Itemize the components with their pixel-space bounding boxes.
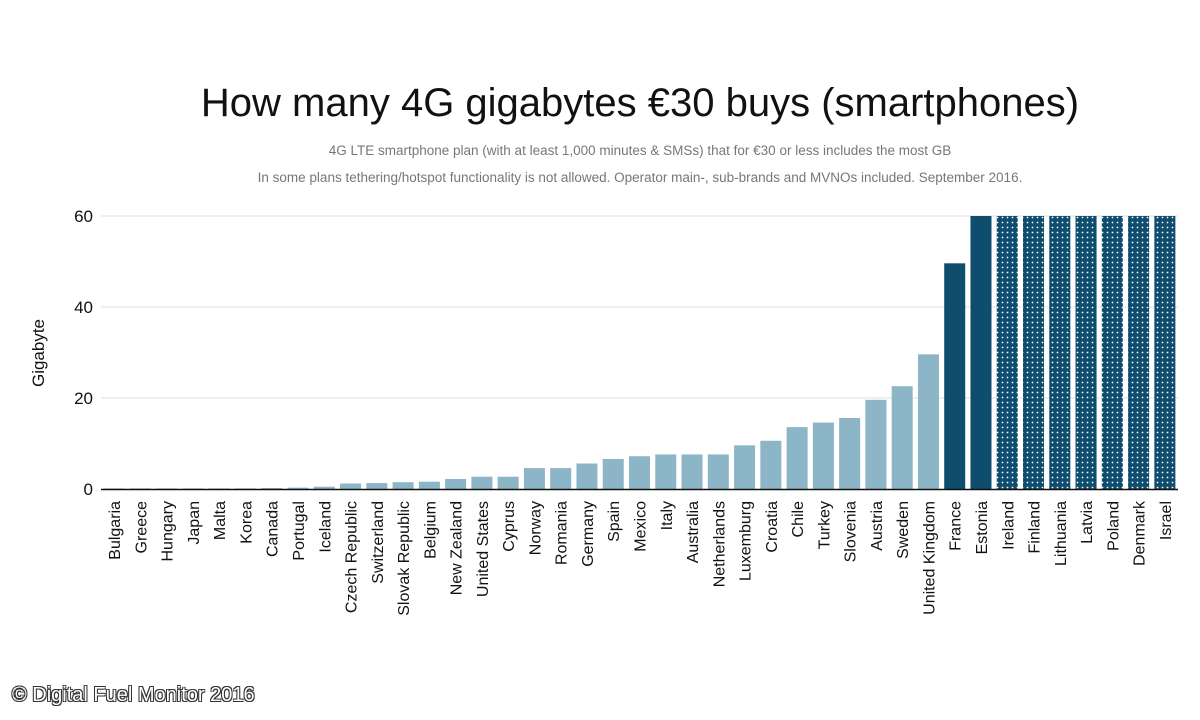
y-tick-label: 0	[84, 480, 93, 499]
x-tick-label: Latvia	[1079, 501, 1096, 544]
y-axis-label: Gigabyte	[29, 319, 48, 387]
bar-korea	[234, 488, 256, 489]
x-tick-label: Norway	[527, 501, 544, 555]
x-tick-label: Netherlands	[711, 501, 728, 587]
x-tick-label: Canada	[265, 501, 282, 557]
x-tick-label: Cyprus	[501, 501, 518, 552]
bar-slovenia	[839, 418, 861, 489]
x-tick-label: Slovenia	[843, 501, 860, 562]
bar-switzerland	[366, 483, 388, 489]
bar-estonia	[970, 216, 992, 489]
bar-ireland	[996, 216, 1018, 489]
x-tick-label: Austria	[869, 501, 886, 551]
chart-subtitle-line-2: In some plans tethering/hotspot function…	[258, 170, 1023, 185]
bar-turkey	[812, 422, 834, 489]
bar-new-zealand	[445, 478, 467, 489]
x-tick-label: Germany	[580, 501, 597, 567]
bar-cyprus	[497, 476, 519, 489]
bar-hungary	[156, 488, 178, 489]
x-tick-label: Hungary	[160, 501, 177, 561]
x-tick-label: Estonia	[974, 501, 991, 554]
bar-belgium	[418, 481, 440, 489]
x-tick-label: Denmark	[1132, 500, 1149, 566]
bar-sweden	[891, 386, 913, 489]
bar-lithuania	[1049, 216, 1071, 489]
bar-slovak-republic	[392, 482, 414, 489]
x-tick-label: Sweden	[895, 501, 912, 559]
x-tick-label: Korea	[238, 501, 255, 544]
x-tick-label: Italy	[659, 501, 676, 530]
x-tick-label: Finland	[1027, 501, 1044, 553]
bar-bulgaria	[103, 488, 125, 489]
x-tick-label: Ireland	[1000, 501, 1017, 550]
y-tick-label: 60	[74, 207, 93, 226]
bar-united-kingdom	[917, 354, 939, 489]
x-tick-label: Switzerland	[370, 501, 387, 584]
x-tick-label: Israel	[1158, 501, 1175, 540]
bar-latvia	[1075, 216, 1097, 489]
x-tick-label: France	[948, 501, 965, 551]
bar-japan	[182, 488, 204, 489]
bar-czech-republic	[340, 483, 362, 489]
bar-croatia	[760, 440, 782, 489]
x-tick-label: Czech Republic	[344, 501, 361, 613]
x-axis-labels: Bulgaria Greece Hungary Japan Malta Korea Cana…	[107, 500, 1175, 616]
y-tick-label: 40	[74, 298, 93, 317]
y-axis-ticks: 0 20 40 60	[74, 207, 93, 499]
x-tick-label: Turkey	[816, 501, 833, 549]
x-tick-label: New Zealand	[449, 501, 466, 595]
bar-spain	[602, 458, 624, 489]
x-tick-label: Australia	[685, 501, 702, 563]
x-tick-label: Malta	[212, 501, 229, 540]
bar-austria	[865, 399, 887, 489]
x-tick-label: Luxemburg	[738, 501, 755, 581]
x-tick-label: Lithuania	[1053, 501, 1070, 566]
bar-united-states	[471, 476, 493, 489]
bar-italy	[655, 454, 677, 489]
x-tick-label: Poland	[1105, 501, 1122, 551]
bar-canada	[261, 488, 283, 489]
x-tick-label: Romania	[554, 501, 571, 565]
x-tick-label: Portugal	[291, 501, 308, 561]
x-tick-label: Spain	[606, 501, 623, 542]
x-tick-label: United States	[475, 501, 492, 597]
x-tick-label: Mexico	[633, 501, 650, 552]
bar-norway	[523, 468, 545, 489]
bar-iceland	[313, 486, 335, 489]
x-tick-label: Greece	[133, 501, 150, 554]
bar-romania	[550, 468, 572, 489]
x-tick-label: Belgium	[422, 501, 439, 559]
bar-finland	[1023, 216, 1045, 489]
y-tick-label: 20	[74, 389, 93, 408]
bar-luxemburg	[734, 445, 756, 489]
bar-germany	[576, 463, 598, 489]
x-tick-label: Croatia	[764, 501, 781, 553]
x-tick-label: United Kingdom	[921, 501, 938, 615]
bar-denmark	[1128, 216, 1150, 489]
bar-malta	[208, 488, 230, 489]
x-tick-label: Chile	[790, 501, 807, 538]
bar-chile	[786, 427, 808, 489]
bar-israel	[1154, 216, 1176, 489]
bar-mexico	[628, 456, 651, 489]
x-tick-label: Bulgaria	[107, 501, 124, 560]
bar-netherlands	[707, 454, 729, 489]
chart-subtitle-line-1: 4G LTE smartphone plan (with at least 1,…	[329, 143, 952, 158]
bar-greece	[129, 488, 151, 489]
bars	[103, 216, 1176, 489]
x-tick-label: Slovak Republic	[396, 501, 413, 616]
bar-australia	[681, 454, 703, 489]
bar-france	[944, 263, 966, 489]
x-tick-label: Japan	[186, 501, 203, 545]
chart-title: How many 4G gigabytes €30 buys (smartpho…	[201, 81, 1079, 125]
bar-poland	[1101, 216, 1123, 489]
bar-portugal	[287, 487, 309, 489]
copyright-notice: © Digital Fuel Monitor 2016	[12, 684, 255, 706]
x-tick-label: Iceland	[317, 501, 334, 553]
